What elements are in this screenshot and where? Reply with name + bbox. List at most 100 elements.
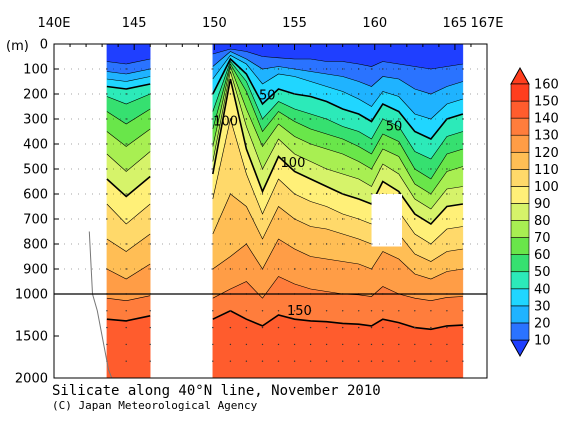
chart-title: Silicate along 40°N line, November 2010 bbox=[52, 383, 381, 399]
colorbar-label: 80 bbox=[534, 214, 551, 229]
sample-dot bbox=[325, 343, 328, 346]
sample-dot bbox=[370, 343, 373, 346]
sample-dot bbox=[398, 360, 400, 362]
sample-dot bbox=[309, 360, 312, 362]
sample-dot bbox=[309, 268, 312, 270]
contour-label: 100 bbox=[281, 156, 306, 171]
sample-dot bbox=[370, 326, 373, 329]
sample-dot bbox=[229, 118, 232, 120]
sample-dot bbox=[293, 168, 296, 170]
sample-dot bbox=[325, 268, 328, 270]
contour-70-0 bbox=[106, 108, 151, 125]
sample-dot bbox=[261, 118, 264, 120]
sample-dot bbox=[462, 343, 464, 346]
colorbar-label: 120 bbox=[534, 146, 559, 161]
sample-dot bbox=[309, 193, 312, 195]
sample-dot bbox=[229, 218, 232, 220]
sample-dot bbox=[245, 326, 248, 329]
sample-dot bbox=[277, 360, 280, 362]
contour-60-0 bbox=[106, 93, 151, 105]
sample-dot bbox=[212, 268, 214, 270]
y-tick-label: 300 bbox=[23, 113, 48, 128]
sample-dot bbox=[462, 243, 464, 245]
sample-dot bbox=[446, 243, 448, 245]
sample-dot bbox=[446, 93, 448, 95]
sample-dot bbox=[309, 310, 312, 312]
sample-dot bbox=[342, 168, 344, 170]
sample-dot bbox=[125, 193, 127, 195]
contour-20-0 bbox=[106, 58, 151, 65]
sample-dot bbox=[277, 168, 280, 170]
sample-dot bbox=[398, 268, 400, 270]
sample-dot bbox=[277, 326, 280, 329]
sample-dot bbox=[229, 243, 232, 245]
y-tick-label: 600 bbox=[23, 188, 48, 203]
sample-dot bbox=[462, 168, 464, 170]
sample-dot bbox=[370, 118, 373, 120]
sample-dot bbox=[261, 243, 264, 245]
sample-dot bbox=[370, 168, 373, 170]
x-tick-label: 155 bbox=[282, 16, 307, 31]
sample-dot bbox=[212, 243, 214, 245]
sample-dot bbox=[462, 360, 464, 362]
sample-dot bbox=[370, 68, 373, 70]
sample-dot bbox=[229, 268, 232, 270]
contour-130-1 bbox=[212, 238, 463, 280]
sample-dot bbox=[462, 310, 464, 312]
sample-dot bbox=[342, 118, 344, 120]
sample-dot bbox=[370, 310, 373, 312]
sample-dot bbox=[149, 268, 151, 270]
contour-40-1 bbox=[212, 54, 463, 120]
y-tick-label: 1500 bbox=[15, 330, 48, 345]
sample-dot bbox=[277, 143, 280, 145]
sample-dot bbox=[293, 326, 296, 329]
sample-dot bbox=[125, 310, 127, 312]
sample-dot bbox=[382, 343, 384, 346]
sample-dot bbox=[446, 143, 448, 145]
sample-dot bbox=[430, 218, 432, 220]
sample-dot bbox=[125, 168, 127, 170]
y-tick-label: 800 bbox=[23, 238, 48, 253]
sample-dot bbox=[293, 218, 296, 220]
sample-dot bbox=[398, 93, 400, 95]
sample-dot bbox=[398, 343, 400, 346]
contour-50-1 bbox=[212, 57, 464, 140]
colorbar-label: 10 bbox=[534, 334, 551, 349]
sample-dot bbox=[125, 360, 127, 362]
sample-dot bbox=[149, 343, 151, 346]
contour-labels: 50 100 50 100 150 bbox=[213, 88, 402, 319]
x-tick-label: 140E bbox=[37, 16, 70, 31]
sample-dot bbox=[149, 243, 151, 245]
y-tick-label: 1000 bbox=[15, 288, 48, 303]
colorbar-label: 150 bbox=[534, 95, 559, 110]
sample-dot bbox=[462, 68, 464, 70]
sample-dot bbox=[229, 310, 232, 312]
sample-dot bbox=[462, 193, 464, 195]
contour-120-1 bbox=[212, 193, 463, 262]
sample-dot bbox=[462, 218, 464, 220]
sample-dot bbox=[293, 118, 296, 120]
sample-dot bbox=[462, 93, 464, 95]
sample-dot bbox=[293, 143, 296, 145]
sample-dot bbox=[277, 68, 280, 70]
contour-label: 100 bbox=[213, 115, 238, 130]
sample-dot bbox=[309, 218, 312, 220]
sample-dot bbox=[370, 93, 373, 95]
sample-dot bbox=[212, 168, 214, 170]
sample-dot bbox=[261, 168, 264, 170]
x-tick-label: 160 bbox=[362, 16, 387, 31]
sample-dot bbox=[125, 243, 127, 245]
y-tick-label: 700 bbox=[23, 213, 48, 228]
chart-credit: (C) Japan Meteorological Agency bbox=[52, 399, 258, 412]
sample-dot bbox=[382, 118, 384, 120]
colorbar-swatch bbox=[510, 220, 530, 238]
sample-dot bbox=[309, 343, 312, 346]
sample-dot bbox=[430, 93, 432, 95]
sample-dot bbox=[309, 243, 312, 245]
sample-dot bbox=[106, 326, 108, 329]
sample-dot bbox=[149, 360, 151, 362]
contour-30-1 bbox=[212, 51, 463, 95]
sample-dot bbox=[430, 343, 432, 346]
sample-dot bbox=[229, 168, 232, 170]
